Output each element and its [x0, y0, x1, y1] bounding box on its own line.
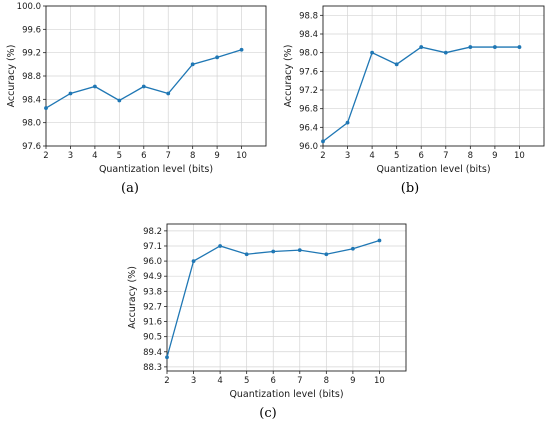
y-tick-label: 94.9	[143, 272, 162, 282]
y-tick-label: 98.8	[299, 11, 318, 21]
data-point	[492, 45, 497, 49]
y-tick-label: 96.4	[299, 123, 318, 133]
data-point	[68, 91, 73, 96]
panel-caption: (a)	[121, 181, 139, 196]
y-tick-label: 99.2	[22, 49, 41, 59]
x-tick-label: 8	[324, 376, 329, 386]
y-tick-label: 97.6	[22, 142, 41, 152]
x-tick-label: 3	[68, 151, 73, 161]
x-tick-label: 8	[190, 151, 195, 161]
data-point	[394, 62, 399, 67]
data-point	[218, 244, 223, 248]
data-point	[324, 252, 329, 257]
y-tick-label: 98.0	[22, 119, 41, 129]
x-tick-label: 5	[394, 151, 399, 161]
y-tick-label: 96.0	[143, 257, 162, 267]
data-point	[190, 62, 195, 67]
data-point	[239, 47, 244, 52]
chart-panel-a: 2 3 4 5 6 7 8 9 10 97.6 98.0 98.4 98.8 99.2 99.6 100.0 Q…	[6, 2, 267, 196]
x-tick-label: 4	[92, 151, 97, 161]
data-point	[44, 106, 48, 110]
y-tick-label: 92.7	[143, 302, 162, 312]
x-tick-label: 8	[468, 151, 473, 161]
y-tick-label: 96.8	[299, 105, 318, 115]
chart-panel-b: 2 3 4 5 6 7 8 9 10 96.0 96.4 96.8 97.2 97.6 98.0 98.4 98…	[283, 5, 545, 196]
y-tick-label: 88.3	[143, 363, 162, 373]
y-tick-label: 98.2	[143, 227, 162, 237]
y-tick-label: 97.1	[143, 242, 162, 252]
data-point	[345, 120, 350, 125]
x-axis-label: Quantization level (bits)	[376, 164, 490, 175]
data-point	[191, 259, 196, 263]
plot-frame	[166, 223, 407, 372]
data-point	[321, 139, 325, 144]
x-tick-label: 6	[419, 151, 424, 161]
data-point	[468, 45, 473, 49]
data-point	[271, 249, 276, 254]
x-tick-label: 10	[236, 151, 247, 161]
data-point	[443, 50, 448, 55]
data-point	[215, 55, 220, 60]
y-tick-label: 98.4	[22, 95, 41, 105]
chart-panel-c: 2 3 4 5 6 7 8 9 10 88.3 89.4 90.5 91.6 92.7 93.8 94.9 96…	[127, 223, 407, 421]
data-point	[370, 50, 375, 55]
data-point	[517, 45, 522, 49]
x-tick-label: 9	[492, 151, 497, 161]
panel-caption: (c)	[259, 406, 276, 421]
x-tick-label: 3	[191, 376, 196, 386]
data-point	[297, 248, 302, 253]
data-point	[244, 252, 249, 257]
data-point	[92, 84, 97, 89]
plot-frame	[322, 5, 545, 147]
panel-caption: (b)	[401, 181, 419, 196]
x-tick-label: 6	[271, 376, 276, 386]
data-point	[165, 355, 169, 360]
x-tick-label: 7	[297, 376, 302, 386]
x-tick-label: 7	[443, 151, 448, 161]
x-tick-label: 2	[43, 151, 48, 161]
x-tick-label: 7	[166, 151, 171, 161]
data-point	[166, 91, 171, 96]
y-tick-label: 98.8	[22, 72, 41, 82]
y-tick-label: 99.6	[22, 25, 41, 35]
x-tick-label: 9	[214, 151, 219, 161]
x-tick-label: 6	[141, 151, 146, 161]
x-tick-label: 5	[117, 151, 122, 161]
y-tick-label: 97.2	[299, 86, 318, 96]
y-tick-label: 97.6	[299, 67, 318, 77]
x-tick-label: 10	[514, 151, 525, 161]
y-tick-label: 100.0	[17, 2, 41, 12]
data-point	[117, 98, 122, 103]
y-axis-label: Accuracy (%)	[283, 45, 294, 108]
x-tick-label: 4	[369, 151, 374, 161]
x-tick-label: 5	[244, 376, 249, 386]
x-axis-label: Quantization level (bits)	[229, 389, 343, 400]
y-tick-label: 91.6	[143, 318, 162, 328]
data-point	[377, 238, 382, 243]
y-tick-label: 93.8	[143, 287, 162, 297]
x-tick-label: 2	[320, 151, 325, 161]
data-point	[141, 84, 146, 89]
data-point	[350, 246, 355, 251]
x-tick-label: 2	[164, 376, 169, 386]
x-axis-label: Quantization level (bits)	[99, 164, 213, 175]
y-axis-label: Accuracy (%)	[127, 266, 138, 329]
y-axis-label: Accuracy (%)	[6, 45, 17, 108]
y-tick-label: 96.0	[299, 142, 318, 152]
x-tick-label: 4	[217, 376, 222, 386]
y-tick-label: 89.4	[143, 348, 162, 358]
x-tick-label: 9	[350, 376, 355, 386]
x-tick-label: 10	[374, 376, 385, 386]
y-tick-label: 98.0	[299, 49, 318, 59]
x-tick-label: 3	[345, 151, 350, 161]
y-tick-label: 98.4	[299, 30, 318, 40]
data-point	[419, 45, 424, 49]
y-tick-label: 90.5	[143, 333, 162, 343]
